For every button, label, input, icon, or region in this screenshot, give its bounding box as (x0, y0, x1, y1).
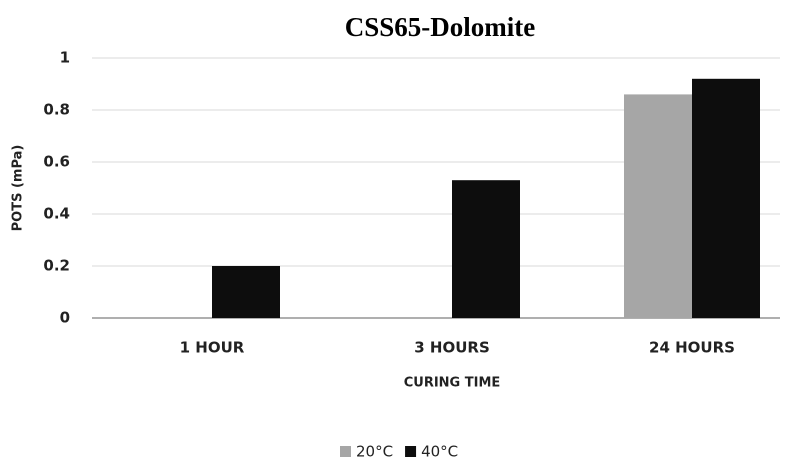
legend-label: 40°C (421, 443, 458, 459)
bar (212, 266, 280, 318)
x-tick-label: 24 HOURS (649, 339, 735, 357)
x-axis-title: CURING TIME (404, 376, 501, 391)
legend-swatch (340, 446, 351, 457)
y-tick-label: 0.8 (43, 101, 70, 119)
legend-swatch (405, 446, 417, 457)
chart-title: CSS65-Dolomite (345, 12, 536, 42)
y-tick-label: 0.2 (43, 257, 70, 275)
y-tick-label: 1 (60, 49, 70, 67)
legend-label: 20°C (356, 443, 393, 459)
y-tick-label: 0.6 (43, 153, 70, 171)
y-tick-label: 0.4 (43, 205, 70, 223)
x-tick-label: 3 HOURS (414, 339, 490, 357)
x-tick-label: 1 HOUR (180, 339, 245, 357)
bar (692, 78, 760, 318)
bar (624, 94, 692, 319)
y-tick-label: 0 (60, 309, 70, 327)
bar (452, 180, 520, 318)
y-axis-title: POTS (mPa) (11, 145, 26, 232)
